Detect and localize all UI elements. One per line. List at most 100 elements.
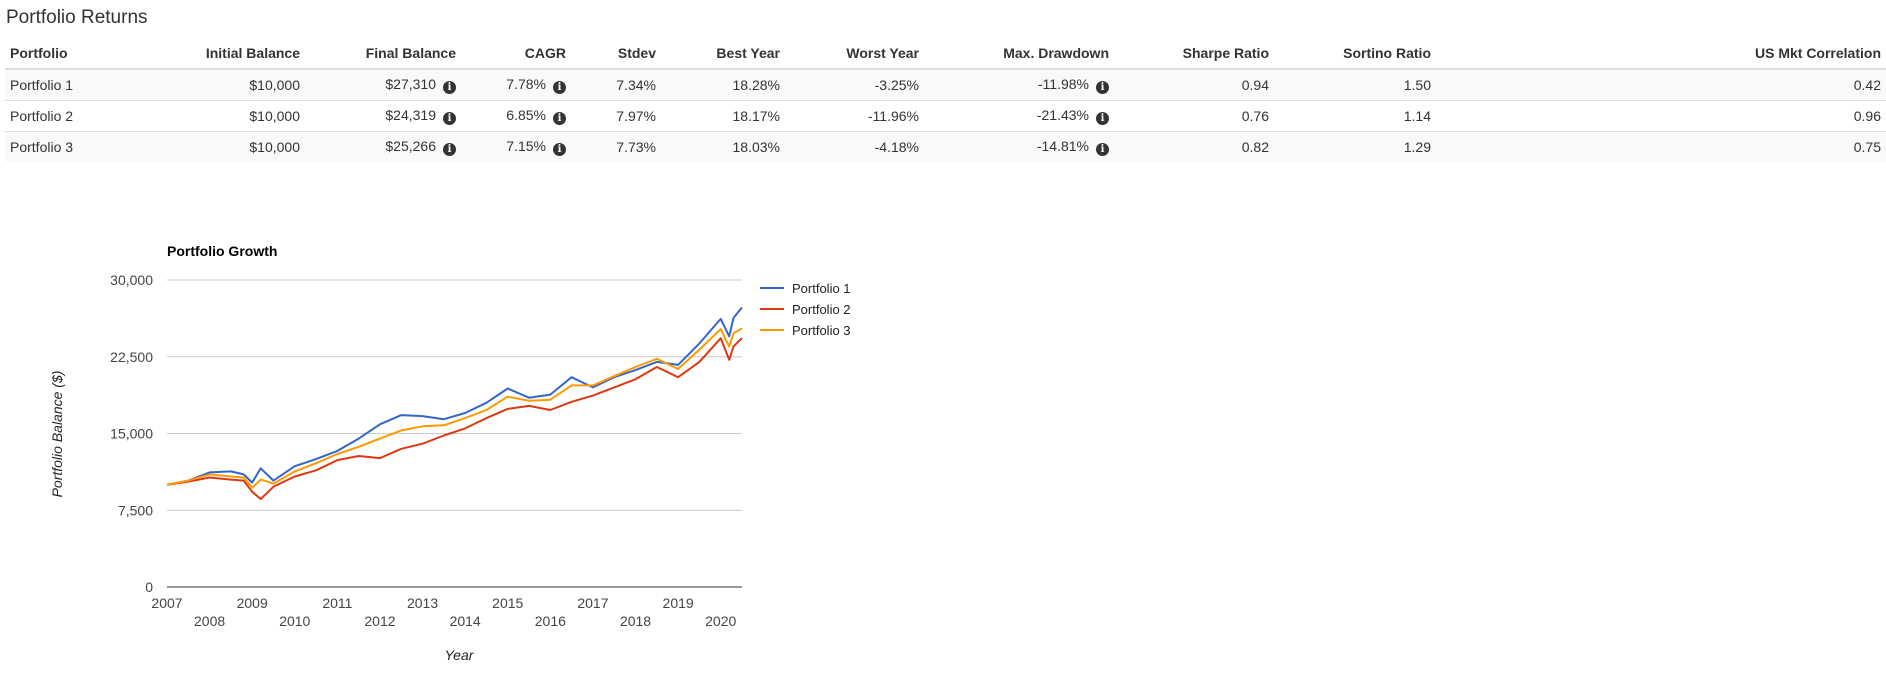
cell-stdev: 7.97% xyxy=(571,100,661,132)
x-tick-label: 2013 xyxy=(407,595,438,611)
cell-sharpe-ratio: 0.94 xyxy=(1114,68,1274,101)
cell-final-balance: $24,319 i xyxy=(305,100,461,132)
x-axis-title: Year xyxy=(445,647,475,663)
info-icon[interactable]: i xyxy=(443,112,456,125)
final-balance-value: $25,266 xyxy=(385,138,436,154)
series-line-1[interactable] xyxy=(166,306,743,486)
header-final-balance: Final Balance xyxy=(305,38,461,70)
series-line-2[interactable] xyxy=(166,337,743,500)
cell-final-balance: $27,310 i xyxy=(305,68,461,101)
x-tick-label: 2020 xyxy=(705,613,736,629)
cell-us-mkt-correlation: 0.96 xyxy=(1436,100,1886,132)
header-cagr: CAGR xyxy=(461,38,571,70)
chart-title: Portfolio Growth xyxy=(167,243,277,259)
cagr-value: 7.78% xyxy=(506,76,546,92)
info-icon[interactable]: i xyxy=(1096,81,1109,94)
x-tick-label: 2015 xyxy=(492,595,523,611)
cell-initial-balance: $10,000 xyxy=(123,131,305,162)
cell-portfolio: Portfolio 2 xyxy=(5,100,123,132)
cell-cagr: 7.15% i xyxy=(461,131,571,162)
series-line-3[interactable] xyxy=(166,327,743,489)
y-axis-ticks: 0 7,500 15,000 22,500 30,000 xyxy=(110,272,153,595)
y-tick-label: 0 xyxy=(145,579,153,595)
cell-us-mkt-correlation: 0.75 xyxy=(1436,131,1886,162)
x-tick-label: 2012 xyxy=(364,613,395,629)
max-drawdown-value: -11.98% xyxy=(1037,76,1089,92)
header-sortino-ratio: Sortino Ratio xyxy=(1274,38,1436,70)
returns-table: Portfolio Initial Balance Final Balance … xyxy=(5,38,1886,162)
chart-legend[interactable]: Portfolio 1 Portfolio 2 Portfolio 3 xyxy=(760,281,851,338)
cell-initial-balance: $10,000 xyxy=(123,68,305,101)
cell-best-year: 18.17% xyxy=(661,100,785,132)
legend-item-3[interactable]: Portfolio 3 xyxy=(792,323,851,338)
header-initial-balance: Initial Balance xyxy=(123,38,305,70)
cagr-value: 6.85% xyxy=(506,107,546,123)
x-tick-label: 2010 xyxy=(279,613,310,629)
cell-best-year: 18.28% xyxy=(661,68,785,101)
x-tick-label: 2009 xyxy=(237,595,268,611)
legend-item-1[interactable]: Portfolio 1 xyxy=(792,281,851,296)
y-tick-label: 15,000 xyxy=(110,426,153,442)
table-row: Portfolio 3 $10,000 $25,266 i 7.15% i 7.73… xyxy=(5,131,1886,162)
y-axis-title: Portfolio Balance ($) xyxy=(49,371,65,498)
final-balance-value: $27,310 xyxy=(385,76,436,92)
cell-worst-year: -4.18% xyxy=(785,131,924,162)
header-us-mkt-correlation: US Mkt Correlation xyxy=(1436,38,1886,70)
cell-cagr: 6.85% i xyxy=(461,100,571,132)
header-sharpe-ratio: Sharpe Ratio xyxy=(1114,38,1274,70)
cell-stdev: 7.73% xyxy=(571,131,661,162)
chart-series[interactable] xyxy=(166,306,743,500)
cell-sortino-ratio: 1.14 xyxy=(1274,100,1436,132)
cell-worst-year: -3.25% xyxy=(785,68,924,101)
cell-final-balance: $25,266 i xyxy=(305,131,461,162)
cagr-value: 7.15% xyxy=(506,138,546,154)
header-best-year: Best Year xyxy=(661,38,785,70)
info-icon[interactable]: i xyxy=(1096,143,1109,156)
x-tick-label: 2014 xyxy=(450,613,481,629)
cell-sortino-ratio: 1.29 xyxy=(1274,131,1436,162)
cell-portfolio: Portfolio 1 xyxy=(5,68,123,101)
cell-max-drawdown: -11.98% i xyxy=(924,68,1114,101)
info-icon[interactable]: i xyxy=(553,143,566,156)
cell-portfolio: Portfolio 3 xyxy=(5,131,123,162)
x-tick-label: 2019 xyxy=(663,595,694,611)
x-tick-label: 2008 xyxy=(194,613,225,629)
portfolio-growth-chart[interactable]: 0 7,500 15,000 22,500 30,000 2007 2008 2009 201… xyxy=(0,230,900,670)
header-stdev: Stdev xyxy=(571,38,661,70)
x-tick-label: 2018 xyxy=(620,613,651,629)
x-tick-label: 2016 xyxy=(535,613,566,629)
cell-best-year: 18.03% xyxy=(661,131,785,162)
section-title: Portfolio Returns xyxy=(6,7,148,28)
x-axis-ticks: 2007 2008 2009 2010 2011 2012 2013 2014 2015 2016… xyxy=(151,595,736,629)
chart-gridlines xyxy=(167,279,742,588)
header-worst-year: Worst Year xyxy=(785,38,924,70)
cell-sortino-ratio: 1.50 xyxy=(1274,68,1436,101)
cell-worst-year: -11.96% xyxy=(785,100,924,132)
cell-initial-balance: $10,000 xyxy=(123,100,305,132)
info-icon[interactable]: i xyxy=(443,143,456,156)
table-row: Portfolio 2 $10,000 $24,319 i 6.85% i 7.97… xyxy=(5,100,1886,132)
x-tick-label: 2007 xyxy=(151,595,182,611)
cell-cagr: 7.78% i xyxy=(461,68,571,101)
info-icon[interactable]: i xyxy=(443,81,456,94)
y-tick-label: 7,500 xyxy=(118,502,153,518)
table-row: Portfolio 1 $10,000 $27,310 i 7.78% i 7.34… xyxy=(5,68,1886,101)
legend-item-2[interactable]: Portfolio 2 xyxy=(792,302,851,317)
cell-stdev: 7.34% xyxy=(571,68,661,101)
cell-max-drawdown: -21.43% i xyxy=(924,100,1114,132)
header-portfolio: Portfolio xyxy=(5,38,123,70)
y-tick-label: 30,000 xyxy=(110,272,153,288)
cell-sharpe-ratio: 0.76 xyxy=(1114,100,1274,132)
final-balance-value: $24,319 xyxy=(385,107,436,123)
info-icon[interactable]: i xyxy=(1096,112,1109,125)
info-icon[interactable]: i xyxy=(553,112,566,125)
max-drawdown-value: -21.43% xyxy=(1036,107,1089,123)
cell-sharpe-ratio: 0.82 xyxy=(1114,131,1274,162)
x-tick-label: 2017 xyxy=(577,595,608,611)
x-tick-label: 2011 xyxy=(322,595,352,611)
info-icon[interactable]: i xyxy=(553,81,566,94)
max-drawdown-value: -14.81% xyxy=(1036,138,1089,154)
y-tick-label: 22,500 xyxy=(110,349,153,365)
cell-max-drawdown: -14.81% i xyxy=(924,131,1114,162)
